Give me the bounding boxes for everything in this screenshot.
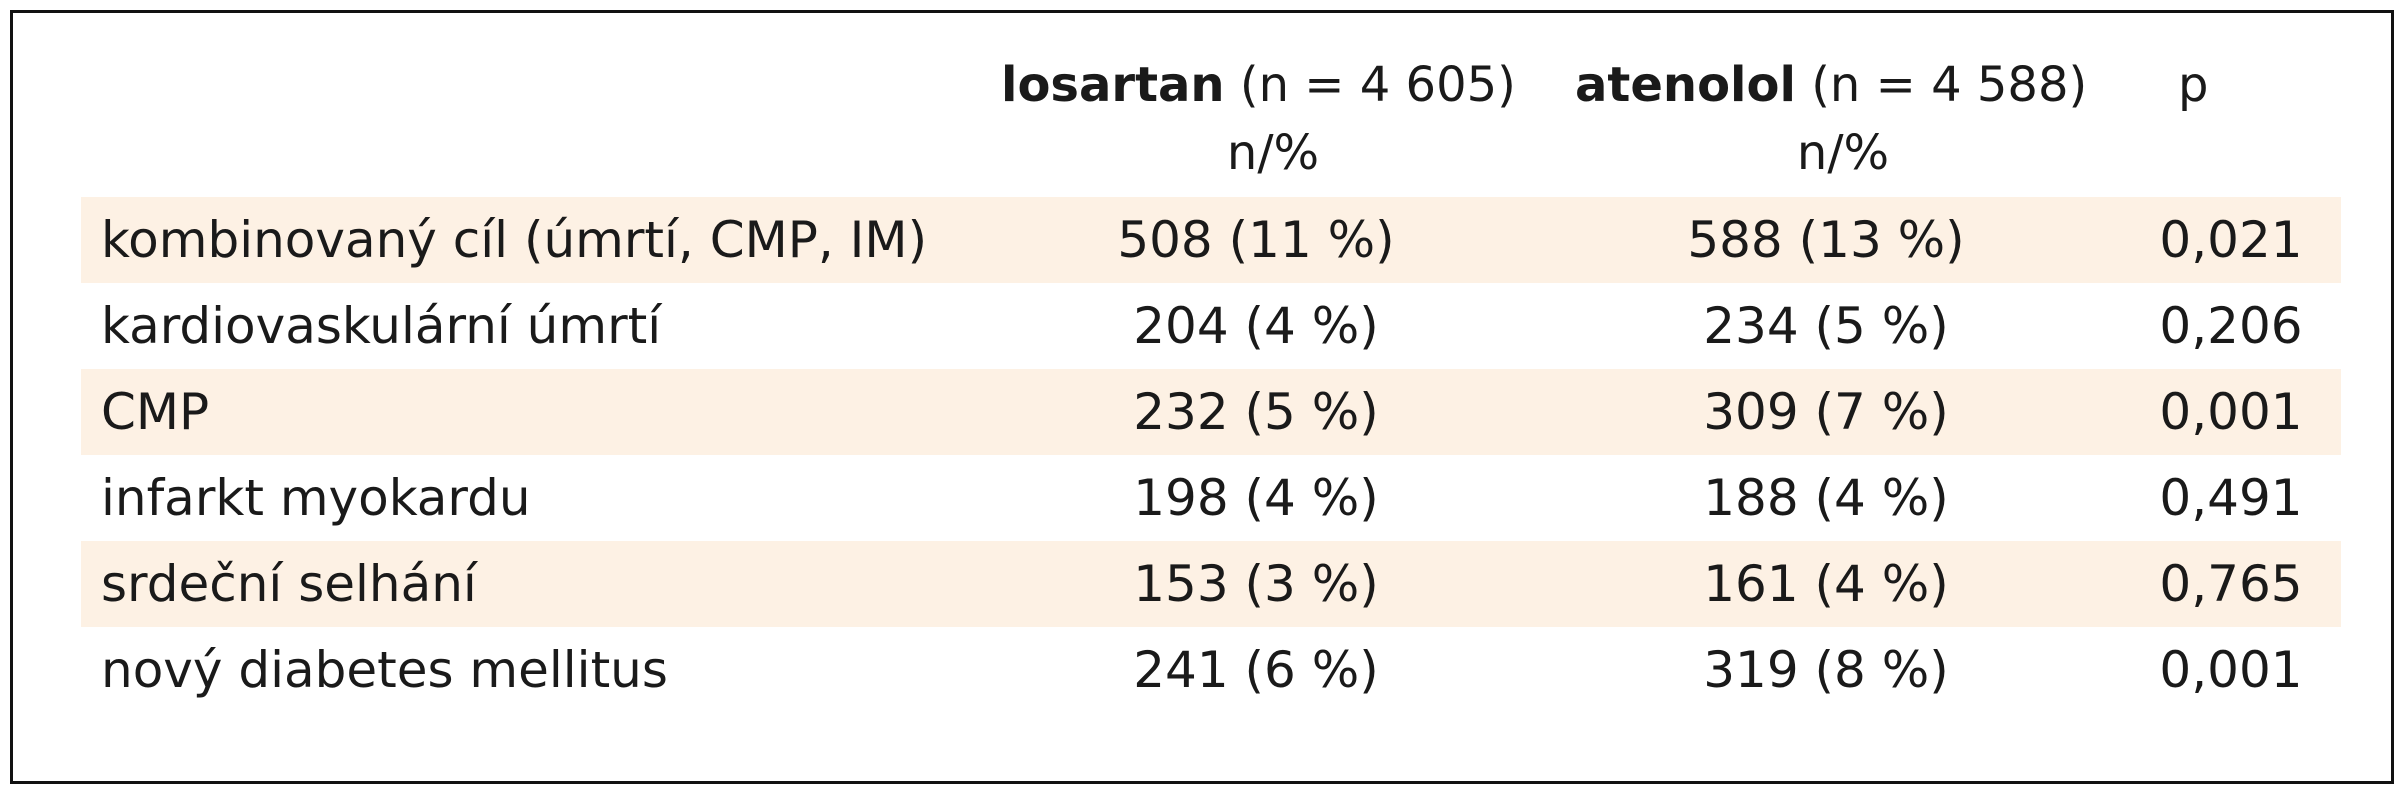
header-atenolol-unit: n/% [1796,125,1890,181]
row-losartan-value: 232 (5 %) [1133,383,1379,441]
table-frame: losartan (n = 4 605) atenolol (n = 4 588… [10,10,2394,784]
row-atenolol-value: 161 (4 %) [1703,555,1949,613]
header-losartan-n: (n = 4 605) [1239,57,1516,113]
row-atenolol-value: 319 (8 %) [1703,641,1949,699]
row-losartan-value: 198 (4 %) [1133,469,1379,527]
row-losartan-value: 508 (11 %) [1117,211,1395,269]
header-losartan-unit: n/% [1226,125,1320,181]
row-atenolol-value: 234 (5 %) [1703,297,1949,355]
row-label: infarkt myokardu [101,469,531,527]
row-atenolol-value: 588 (13 %) [1687,211,1965,269]
table-row: kardiovaskulární úmrtí 204 (4 %) 234 (5 … [81,283,2341,369]
row-losartan-value: 204 (4 %) [1133,297,1379,355]
header-losartan-name: losartan [1001,57,1225,113]
row-p-value: 0,765 [2159,555,2303,613]
row-label: srdeční selhání [101,555,477,613]
header-atenolol-n: (n = 4 588) [1811,57,2088,113]
row-p-value: 0,001 [2159,383,2303,441]
row-label: CMP [101,383,210,441]
table-row: nový diabetes mellitus 241 (6 %) 319 (8 … [81,627,2341,713]
header-atenolol-name: atenolol [1575,57,1796,113]
table-row: kombinovaný cíl (úmrtí, CMP, IM) 508 (11… [81,197,2341,283]
row-p-value: 0,021 [2159,211,2303,269]
header-p: p [2178,57,2209,113]
row-p-value: 0,491 [2159,469,2303,527]
row-losartan-value: 241 (6 %) [1133,641,1379,699]
table-row: CMP 232 (5 %) 309 (7 %) 0,001 [81,369,2341,455]
header-losartan: losartan (n = 4 605) [1001,55,1516,115]
row-label: nový diabetes mellitus [101,641,668,699]
row-p-value: 0,001 [2159,641,2303,699]
table-row: infarkt myokardu 198 (4 %) 188 (4 %) 0,4… [81,455,2341,541]
row-atenolol-value: 309 (7 %) [1703,383,1949,441]
row-losartan-value: 153 (3 %) [1133,555,1379,613]
row-label: kombinovaný cíl (úmrtí, CMP, IM) [101,211,928,269]
header-atenolol: atenolol (n = 4 588) [1575,55,2087,115]
row-p-value: 0,206 [2159,297,2303,355]
table-row: srdeční selhání 153 (3 %) 161 (4 %) 0,76… [81,541,2341,627]
row-label: kardiovaskulární úmrtí [101,297,662,355]
row-atenolol-value: 188 (4 %) [1703,469,1949,527]
